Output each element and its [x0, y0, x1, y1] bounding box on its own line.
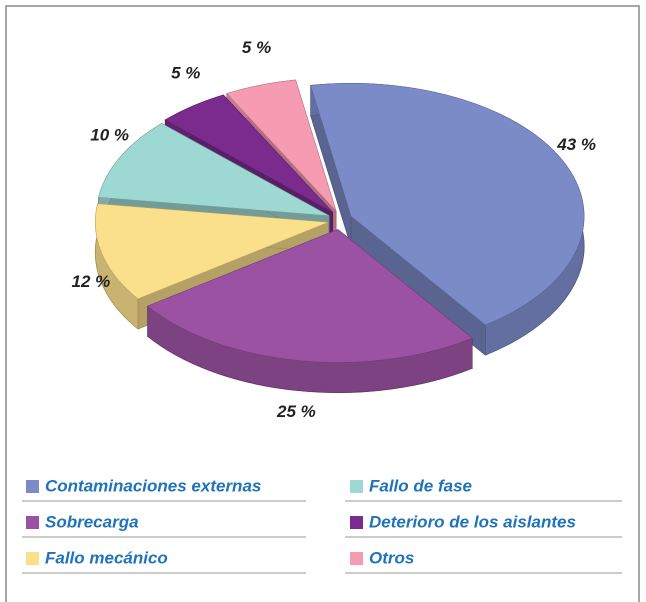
legend-label: Contaminaciones externas: [45, 476, 261, 495]
slice-label: 25 %: [276, 402, 316, 421]
legend-label: Deterioro de los aislantes: [369, 512, 576, 531]
legend-label: Sobrecarga: [45, 512, 139, 531]
slice: [226, 79, 337, 212]
slice-label: 10 %: [90, 126, 129, 145]
legend-label: Fallo mecánico: [45, 548, 168, 567]
slice: [310, 83, 585, 326]
legend: Contaminaciones externas Sobrecarga Fallo …: [22, 476, 622, 574]
legend-label: Otros: [369, 548, 414, 567]
legend-swatch: [26, 516, 39, 529]
slice: [146, 229, 473, 363]
legend-swatch: [350, 516, 363, 529]
slice-label: 5 %: [242, 38, 271, 57]
legend-swatch: [26, 480, 39, 493]
slice-label: 43 %: [556, 135, 596, 154]
slice: [98, 123, 330, 217]
pie: 43 % 25 % 12 % 10 % 5 % 5 %: [72, 38, 596, 421]
legend-swatch: [350, 480, 363, 493]
slice-label: 12 %: [72, 272, 111, 291]
legend-swatch: [350, 552, 363, 565]
slice-label: 5 %: [171, 63, 200, 82]
legend-label: Fallo de fase: [369, 476, 472, 495]
slice: [95, 203, 329, 300]
slice: [164, 94, 333, 213]
legend-swatch: [26, 552, 39, 565]
